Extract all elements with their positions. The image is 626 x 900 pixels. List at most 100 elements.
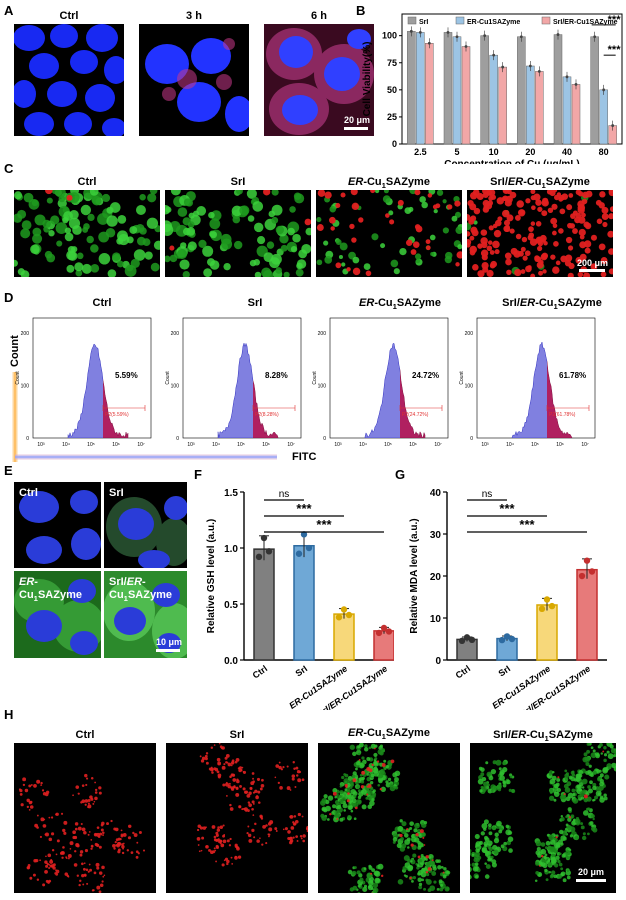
panel-d-fitc-label: FITC [292,451,317,463]
panel-b-legend-swatch [455,16,465,25]
panel-a-scale-bar [344,127,368,130]
panel-g-sig-label: *** [519,517,535,532]
panel-c-image-ctrl [14,190,160,277]
panel-g-point [583,557,591,564]
panel-b-point [455,35,459,39]
panel-e-image-sri: SrI [104,482,187,568]
panel-g-point [538,605,546,613]
panel-c-image-er [316,190,462,277]
panel-d-xtick-label: 10⁶ [409,442,417,448]
panel-d-xtick-label: 10⁵ [87,442,95,448]
panel-d-percent-label: 5.59% [115,371,138,380]
panel-f-point [380,624,388,632]
panel-h-scale-bar [576,879,606,882]
panel-g-ytick-label: 10 [430,614,442,625]
panel-d-histogram-fill [511,341,547,438]
panel-b-sig-label: *** [608,44,622,56]
panel-b-legend-label: SrI [419,19,428,26]
panel-a-label-6h: 6 h [311,10,327,22]
panel-d-histogram-fill [364,343,400,438]
panel-g-point [503,633,511,640]
panel-f-chart: 0.0 0.5 1.0 1.5 Relative GSH level (a.u.) Ctr… [206,488,394,710]
panel-b-xtick-label: 10 [489,147,499,157]
panel-b-bar [498,66,507,145]
panel-b-point [519,35,523,39]
panel-g-point [578,572,586,580]
panel-b-point [464,45,468,48]
panel-d-histogram: 0 100 200 Count 10³ 10⁴ 10⁵ 10⁶ 10⁷ P2(24.72%) 24.… [312,317,449,448]
panel-f-ylabel: Relative GSH level (a.u.) [206,519,217,634]
panel-b-bar [599,89,608,145]
panel-b-xtick-label: 40 [562,147,572,157]
panel-f-point [295,550,303,557]
panel-d-label-sri: SrI [247,297,263,309]
panel-c-scale-bar [579,269,605,272]
panel-g-point [548,602,556,610]
panel-d-gate-label: P2(24.72%) [402,412,429,418]
panel-f-point [385,628,393,635]
panel-d-ytick-label: 0 [323,436,326,442]
panel-e-scale-label: 10 μm [156,637,183,647]
panel-g-point [588,568,596,575]
panel-d-axis-count: Count [459,371,465,385]
panel-d-ytick-label: 100 [318,384,327,390]
panel-h-image-ctrl [14,743,156,893]
panel-f-xtick-label: Ctrl [251,663,269,680]
panel-b-point [528,64,532,68]
panel-d-label-sri-er: SrI/ER-Cu1SAZyme [502,297,602,312]
panel-e-scale-bar [156,649,180,652]
panel-b-xtick-label: 5 [454,147,459,157]
panel-d-ytick-label: 200 [465,331,474,337]
panel-e-image-er: ER- Cu1SAZyme [14,571,101,658]
panel-d-histogram-fill-gated [400,368,426,438]
panel-d-xtick-label: 10⁷ [581,442,589,448]
panel-d-count-arrow [12,372,18,462]
panel-c-scale-label: 200 μm [577,258,609,268]
panel-e-label-sri-er: SrI/ER- Cu1SAZyme [109,576,172,604]
panel-b-bar [416,32,425,145]
panel-d-histogram: 0 100 200 Count 10³ 10⁴ 10⁵ 10⁶ 10⁷ P2(5.59%) 5.59… [15,317,152,448]
panel-d-count-label: Count [9,335,21,367]
panel-f-point [340,606,348,613]
panel-b-bar [425,43,434,145]
panel-b-bar [517,36,526,145]
panel-f-point [255,553,263,561]
panel-g-point [458,637,466,645]
panel-letter-c: C [4,161,14,176]
panel-d-gate-label: P2(61.78%) [549,412,576,418]
panel-d-histogram-fill-gated [547,360,573,438]
panel-g-sig-label: *** [499,501,515,516]
panel-g-point [498,636,506,644]
panel-g-point [543,596,551,603]
panel-b-bar [480,35,489,145]
panel-c-image-sri [165,190,311,277]
panel-e-image-sri-er: SrI/ER- Cu1SAZyme 10 μm [104,571,187,658]
panel-a-image-3h [139,24,249,136]
panel-h-label-er: ER-Cu1SAZyme [348,727,430,742]
panel-f-bar [253,548,275,661]
panel-d-xtick-label: 10⁶ [556,442,564,448]
panel-d-xtick-label: 10³ [334,442,342,448]
panel-d-xtick-label: 10³ [481,442,489,448]
panel-h-scale-label: 20 μm [578,867,605,877]
panel-b-point [483,34,487,38]
panel-b-bar [461,46,471,145]
panel-f-point [265,548,273,555]
panel-d-xtick-label: 10³ [187,442,195,448]
panel-b-point [574,83,578,86]
panel-b-bar [535,71,544,145]
panel-f-ytick-label: 1.0 [224,544,238,555]
panel-g-ytick-label: 30 [430,530,442,541]
panel-d-axis-count: Count [15,371,21,385]
panel-b-ytick-label: 25 [387,112,397,122]
panel-a-image-ctrl [14,24,124,136]
panel-g-ytick-label: 20 [430,572,442,583]
panel-b-bar [489,54,498,145]
panel-d-xtick-label: 10³ [37,442,45,448]
panel-g-point [508,635,516,643]
panel-d-xtick-label: 10⁵ [237,442,245,448]
panel-g-bar [536,604,558,661]
panel-b-bar [571,84,581,145]
panel-b-ylabel: Cell Viability(%) [362,42,373,117]
panel-a-image-6h: 20 μm [264,24,374,136]
